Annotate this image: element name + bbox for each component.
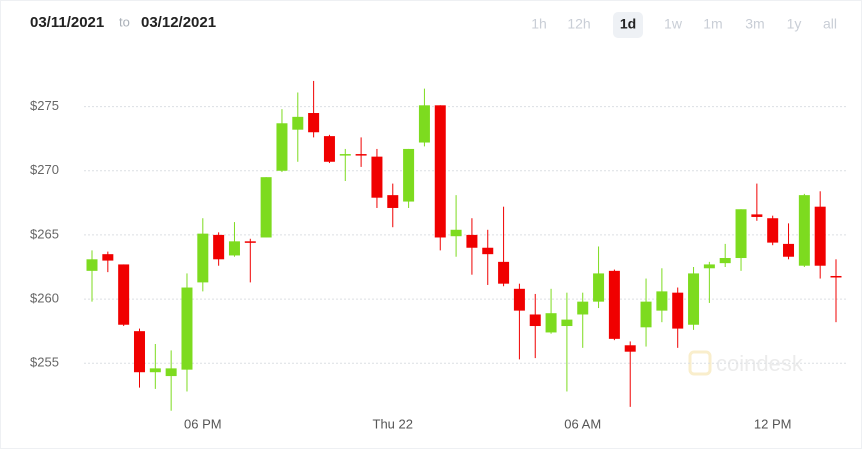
candle-body bbox=[228, 241, 240, 256]
range-button[interactable]: 1d bbox=[620, 16, 636, 32]
candle-body bbox=[561, 319, 573, 327]
candle-body bbox=[181, 287, 193, 370]
candle-body bbox=[466, 234, 478, 248]
candle-body bbox=[260, 177, 272, 238]
candle-body bbox=[814, 206, 826, 266]
date-to[interactable]: 03/12/2021 bbox=[141, 14, 216, 31]
candle-body bbox=[640, 301, 652, 328]
candle-body bbox=[751, 214, 763, 217]
candle-body bbox=[798, 195, 810, 266]
y-tick-label: $265 bbox=[30, 226, 59, 241]
candle-body bbox=[355, 154, 367, 156]
y-tick-label: $270 bbox=[30, 162, 59, 177]
candle-body bbox=[339, 154, 351, 156]
candle-body bbox=[371, 156, 383, 198]
candle-body bbox=[703, 264, 715, 269]
candle-body bbox=[577, 301, 589, 315]
y-tick-label: $275 bbox=[30, 98, 59, 113]
y-tick-label: $260 bbox=[30, 291, 59, 306]
candle-body bbox=[418, 105, 430, 143]
candle-body bbox=[213, 234, 225, 260]
candle-body bbox=[86, 259, 98, 271]
candle-body bbox=[165, 368, 177, 377]
candle-body bbox=[276, 123, 288, 171]
candle-body bbox=[719, 258, 731, 264]
candle-body bbox=[292, 116, 304, 130]
candle-body bbox=[545, 313, 557, 333]
candle-body bbox=[403, 148, 415, 202]
candle-body bbox=[323, 136, 335, 162]
candle-body bbox=[513, 288, 525, 311]
range-button[interactable]: 1w bbox=[664, 16, 683, 32]
candle-body bbox=[529, 314, 541, 327]
date-from[interactable]: 03/11/2021 bbox=[30, 14, 104, 31]
range-button[interactable]: 1y bbox=[787, 16, 802, 32]
candle-body bbox=[149, 368, 161, 373]
candle-body bbox=[387, 195, 399, 208]
range-button[interactable]: 3m bbox=[745, 16, 764, 32]
button-selected-bg bbox=[613, 12, 643, 38]
candle-body bbox=[197, 233, 209, 283]
range-button[interactable]: 12h bbox=[567, 16, 590, 32]
candle-body bbox=[735, 209, 747, 259]
candle-body bbox=[656, 291, 668, 311]
y-tick-label: $255 bbox=[30, 355, 59, 370]
candle-body bbox=[434, 105, 446, 238]
candle-body bbox=[450, 229, 462, 237]
candle-body bbox=[593, 273, 605, 302]
candle-body bbox=[133, 331, 145, 373]
range-button[interactable]: 1m bbox=[703, 16, 722, 32]
candle-body bbox=[102, 254, 114, 261]
x-tick-label: Thu 22 bbox=[373, 416, 413, 431]
candle-body bbox=[830, 275, 842, 278]
candle-body bbox=[482, 247, 494, 255]
candle-body bbox=[498, 261, 510, 284]
candle-body bbox=[624, 345, 636, 352]
candle-body bbox=[308, 113, 320, 133]
candle-body bbox=[672, 292, 684, 329]
candle-body bbox=[608, 270, 620, 339]
candle-body bbox=[118, 264, 130, 325]
x-tick-label: 06 PM bbox=[184, 416, 222, 431]
candle-body bbox=[244, 241, 256, 243]
date-to-word: to bbox=[119, 14, 130, 29]
range-button[interactable]: 1h bbox=[531, 16, 547, 32]
range-button[interactable]: all bbox=[823, 16, 837, 32]
candle-body bbox=[783, 243, 795, 257]
candle-body bbox=[688, 273, 700, 325]
candle-body bbox=[767, 218, 779, 243]
x-tick-label: 06 AM bbox=[564, 416, 601, 431]
x-tick-label: 12 PM bbox=[754, 416, 792, 431]
